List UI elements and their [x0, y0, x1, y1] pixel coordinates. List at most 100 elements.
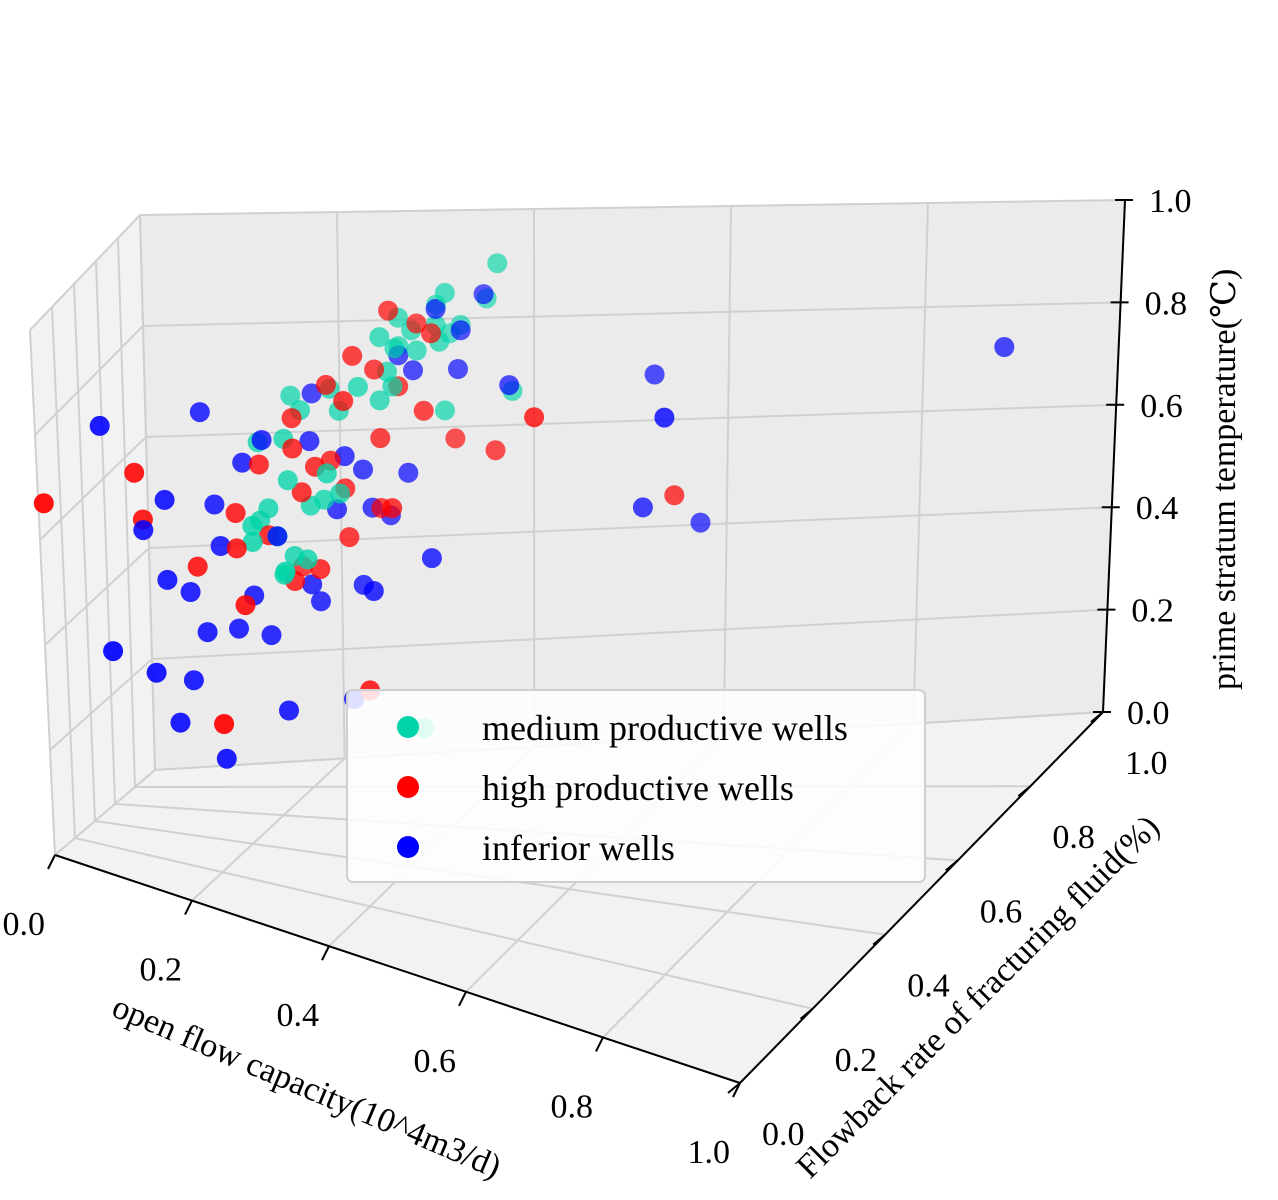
medium-well-point: [280, 385, 301, 406]
medium-well-point: [277, 470, 298, 491]
y-tick-mark: [799, 1008, 814, 1020]
high-well-point: [339, 527, 360, 548]
inferior-well-point: [229, 618, 249, 639]
floor-gridline-y: [74, 837, 813, 1010]
data-points: [33, 253, 1015, 769]
inferior-well-point: [425, 298, 446, 319]
x-tick-label: 0.0: [3, 906, 46, 943]
inferior-well-point: [180, 582, 201, 602]
inferior-well-point: [353, 459, 373, 480]
medium-well-point: [242, 532, 263, 552]
inferior-well-point: [473, 284, 494, 305]
high-well-point: [315, 374, 336, 395]
high-well-point: [342, 345, 363, 366]
legend-box: [346, 689, 926, 883]
back-gridline-z: [142, 301, 1121, 327]
high-well-point: [333, 391, 354, 411]
inferior-well-point: [311, 591, 331, 612]
high-well-point: [382, 498, 403, 519]
high-well-point: [281, 408, 302, 429]
x-tick-label: 0.4: [277, 997, 320, 1034]
y-tick-label: 0.8: [1052, 819, 1095, 856]
medium-well-point: [297, 549, 318, 570]
medium-well-point: [382, 376, 403, 397]
high-well-point: [124, 462, 145, 483]
medium-well-point: [435, 400, 455, 421]
inferior-well-point: [632, 497, 653, 518]
inferior-well-point: [267, 526, 288, 547]
z-axis-label: prime stratum temperature(℃): [1206, 269, 1243, 690]
inferior-well-point: [146, 662, 167, 683]
legend-label-inferior: inferior wells: [482, 828, 675, 868]
medium-well-point: [487, 253, 508, 274]
x-tick-mark: [321, 945, 330, 961]
medium-well-point: [434, 282, 455, 303]
back-gridline-x: [912, 202, 929, 724]
x-tick-mark: [732, 1082, 741, 1098]
high-well-point: [225, 503, 246, 523]
inferior-well-point: [398, 462, 419, 483]
x-tick-label: 0.2: [140, 952, 183, 989]
y-tick-mark: [1017, 785, 1032, 797]
left-gridline-z: [49, 658, 153, 751]
medium-well-point: [258, 498, 279, 519]
axes: 0.0 0.2 0.4 0.6 0.8 1.0 0.0 0.2 0.4 0.6 0.8 1.0 0.0 0…: [3, 183, 1192, 1171]
left-gridline-y: [51, 306, 76, 839]
medium-well-point: [347, 376, 368, 397]
x-tick-mark: [47, 854, 56, 870]
medium-well-point: [316, 463, 337, 484]
legend-marker-medium: [397, 716, 419, 738]
high-well-point: [282, 438, 303, 459]
inferior-well-point: [251, 430, 272, 450]
inferior-well-point: [279, 700, 299, 721]
back-gridline-z: [151, 608, 1108, 660]
inferior-well-point: [654, 407, 675, 428]
inferior-well-point: [299, 431, 320, 452]
high-well-point: [364, 359, 385, 380]
inferior-well-point: [133, 520, 154, 541]
legend-marker-inferior: [397, 836, 419, 858]
axis-panes: [30, 200, 1125, 1083]
legend: medium productive wells high productive …: [346, 689, 926, 883]
inferior-well-point: [448, 359, 468, 379]
high-well-point: [413, 400, 434, 421]
inferior-well-point: [204, 494, 225, 515]
medium-well-point: [406, 340, 427, 361]
high-well-point: [664, 485, 685, 506]
high-well-point: [187, 556, 208, 577]
inferior-well-point: [216, 748, 237, 769]
medium-well-point: [369, 327, 390, 348]
inferior-well-point: [450, 320, 471, 341]
left-gridline-z: [54, 769, 156, 856]
x-tick-label: 0.6: [414, 1043, 457, 1080]
medium-well-point: [384, 338, 405, 359]
inferior-well-point: [403, 360, 423, 381]
inferior-well-point: [154, 489, 175, 510]
inferior-well-point: [103, 641, 124, 662]
z-tick-label: 0.6: [1140, 388, 1183, 425]
legend-label-high: high productive wells: [482, 768, 794, 808]
y-tick-label: 0.2: [835, 1042, 878, 1079]
left-gridline-y: [95, 260, 116, 805]
y-axis-line: [739, 711, 1104, 1084]
left-gridline-y: [73, 283, 96, 822]
back-gridline-z: [139, 199, 1126, 216]
medium-well-point: [314, 489, 335, 510]
y-tick-label: 1.0: [1125, 745, 1168, 782]
left-wall-pane: [30, 215, 155, 855]
inferior-well-point: [183, 670, 204, 691]
medium-well-point: [275, 561, 296, 582]
high-well-point: [33, 493, 54, 514]
y-tick-label: 0.6: [980, 893, 1023, 930]
high-well-point: [406, 313, 427, 334]
z-tick-label: 0.4: [1136, 490, 1179, 527]
high-well-point: [524, 407, 545, 428]
high-well-point: [214, 714, 235, 734]
y-tick-mark: [945, 859, 959, 872]
high-well-point: [445, 428, 466, 449]
inferior-well-point: [994, 337, 1015, 357]
left-gridline-z: [34, 325, 144, 436]
inferior-well-point: [644, 364, 665, 385]
x-tick-mark: [458, 991, 467, 1007]
